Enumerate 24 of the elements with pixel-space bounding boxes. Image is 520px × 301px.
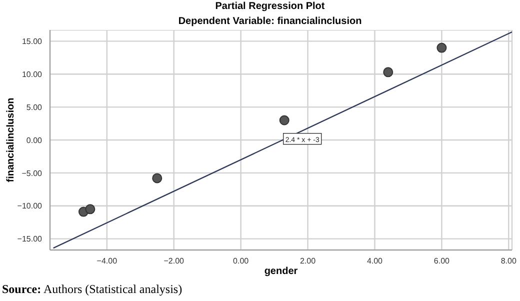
point bbox=[152, 173, 162, 184]
x-tick-label: 2.00 bbox=[300, 256, 316, 266]
y-axis-title: financialinclusion bbox=[6, 98, 17, 182]
y-tick-label: −15.00 bbox=[17, 234, 43, 244]
point bbox=[383, 67, 394, 78]
y-tick-label: 15.00 bbox=[22, 37, 43, 46]
x-tick-label: 0.00 bbox=[233, 256, 250, 266]
chart-title: Partial Regression Plot bbox=[214, 0, 326, 14]
x-tick-label: 4.00 bbox=[366, 256, 384, 266]
x-tick-label: −4.00 bbox=[96, 256, 118, 266]
y-tick-label: −10.00 bbox=[17, 202, 43, 211]
y-tick-label: −5.00 bbox=[22, 168, 43, 178]
y-tick-label: 0.00 bbox=[26, 136, 43, 145]
y-tick-label: 10.00 bbox=[22, 70, 43, 79]
point bbox=[436, 42, 447, 53]
source-note: Source: Authors (Statistical analysis) bbox=[2, 282, 182, 297]
x-tick-label: 8.00 bbox=[500, 256, 517, 266]
y-tick-label: 5.00 bbox=[26, 102, 43, 112]
point bbox=[279, 115, 290, 126]
chart-subtitle: Dependent Variable: financialinclusion bbox=[177, 15, 363, 29]
x-axis-title: gender bbox=[263, 266, 299, 277]
x-tick-label: 6.00 bbox=[434, 256, 450, 266]
x-tick-label: −2.00 bbox=[164, 256, 185, 266]
point bbox=[85, 204, 96, 214]
